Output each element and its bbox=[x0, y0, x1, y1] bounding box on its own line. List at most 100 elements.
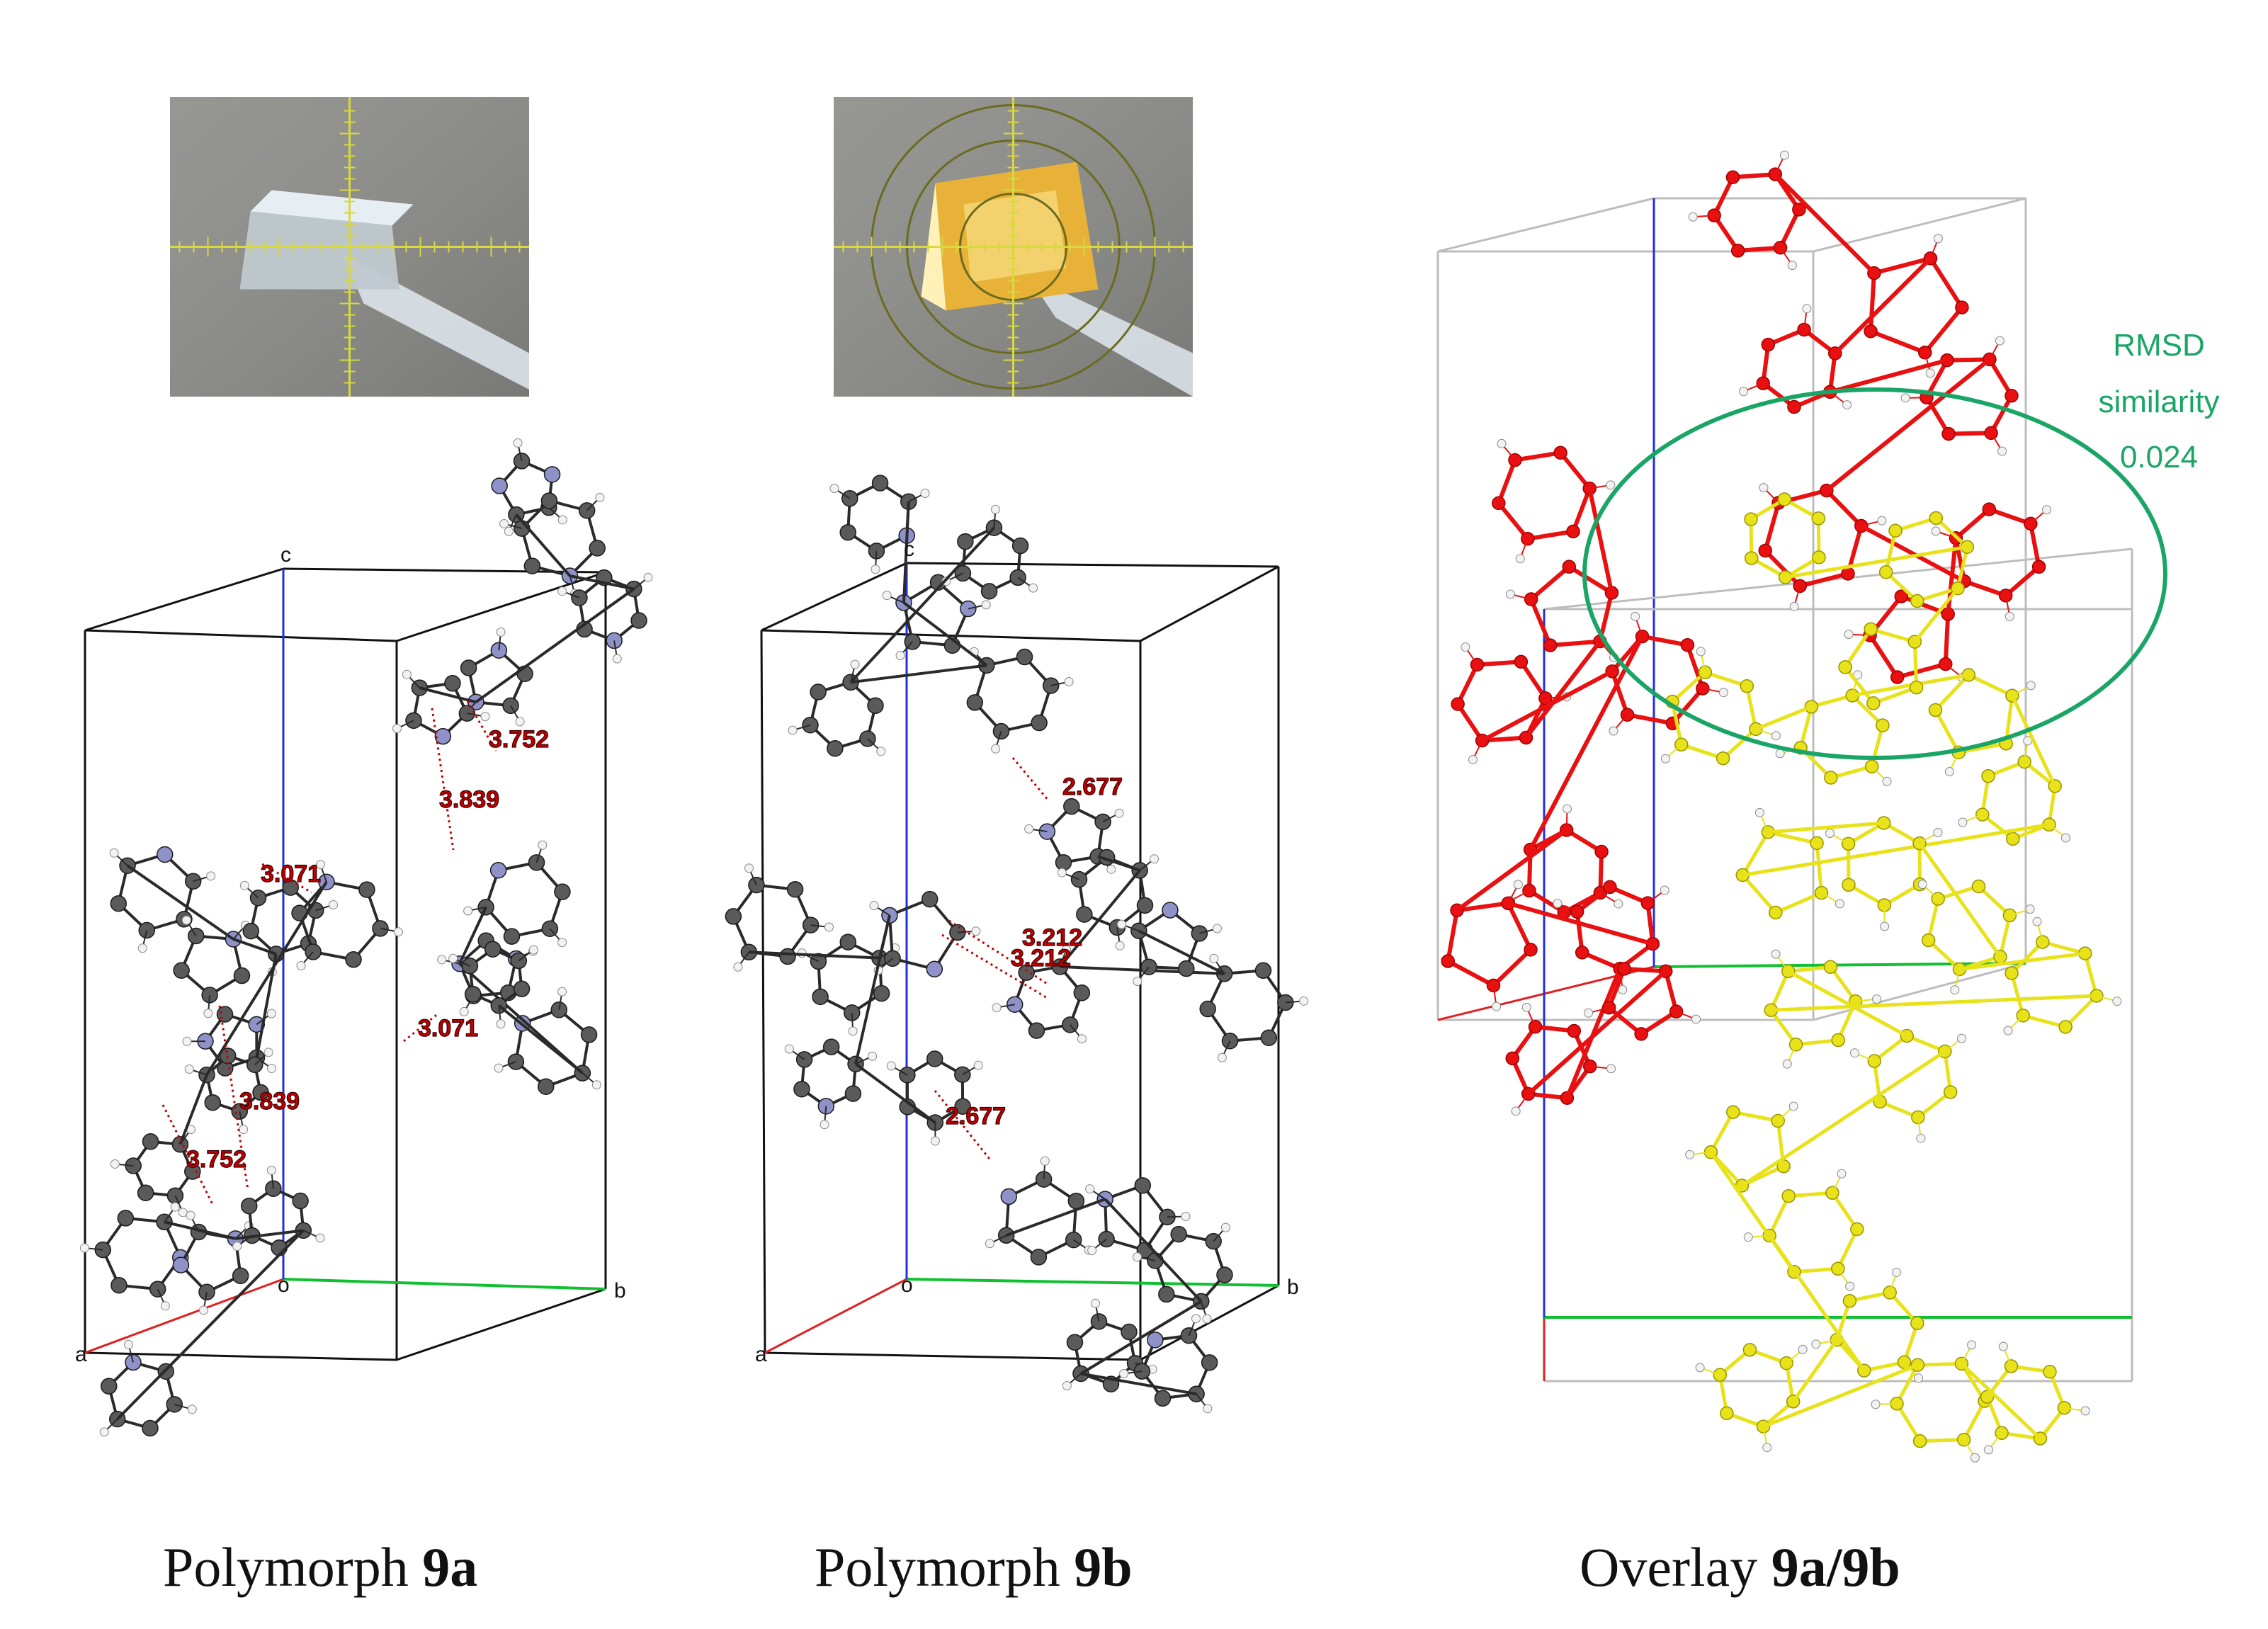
carbon-atom bbox=[1823, 960, 1838, 974]
carbon-atom bbox=[793, 1080, 810, 1098]
bond bbox=[1745, 686, 1758, 730]
hydrogen-atom bbox=[266, 1009, 276, 1018]
bond bbox=[1456, 664, 1480, 705]
hydrogen-atom bbox=[79, 1243, 89, 1253]
hydrogen-atom bbox=[1771, 949, 1781, 959]
bond bbox=[1918, 842, 2002, 958]
bond bbox=[1104, 1198, 1203, 1302]
hydrogen-atom bbox=[1802, 304, 1812, 314]
bond bbox=[458, 907, 487, 965]
bond bbox=[1959, 951, 2086, 971]
carbon-atom bbox=[242, 922, 260, 940]
carbon-atom bbox=[1955, 300, 1969, 314]
cell-edge bbox=[84, 567, 284, 632]
hydrogen-atom bbox=[1872, 994, 1882, 1004]
hydrogen-atom bbox=[981, 600, 991, 610]
hydrogen-atom bbox=[1191, 1314, 1201, 1324]
carbon-atom bbox=[1063, 798, 1080, 815]
bond bbox=[749, 950, 880, 960]
cell-edge bbox=[1543, 547, 2133, 611]
carbon-atom bbox=[1201, 1354, 1218, 1371]
bond bbox=[1712, 214, 1740, 252]
carbon-atom bbox=[1216, 1266, 1233, 1283]
bond bbox=[1829, 358, 1948, 395]
hydrogen-atom bbox=[1688, 212, 1698, 222]
distance-label-9b: 3.212 bbox=[1022, 924, 1082, 951]
bond bbox=[1623, 966, 1666, 974]
hydrogen-atom bbox=[1811, 1339, 1821, 1349]
crystal-top-face bbox=[250, 190, 414, 226]
bond bbox=[1946, 357, 1990, 363]
hydrogen-atom bbox=[557, 515, 567, 525]
carbon-atom bbox=[1575, 946, 1589, 960]
rmsd-label-line-3: 0.024 bbox=[2120, 440, 2198, 475]
bond bbox=[1610, 670, 1630, 716]
bond bbox=[1456, 703, 1485, 742]
hydrogen-atom bbox=[820, 1120, 829, 1130]
bond bbox=[569, 574, 635, 591]
hydrogen-atom bbox=[1957, 1033, 1967, 1043]
distance-label-9a: 3.071 bbox=[261, 861, 321, 887]
carbon-atom bbox=[460, 659, 477, 676]
carbon-atom bbox=[1929, 511, 1944, 526]
bond bbox=[1825, 358, 1991, 492]
carbon-atom bbox=[184, 1163, 201, 1180]
carbon-atom bbox=[1876, 718, 1890, 732]
caption-compound-id: 9a/9b bbox=[1771, 1536, 1900, 1598]
hydrogen-atom bbox=[1837, 1169, 1847, 1179]
hydrogen-atom bbox=[2003, 1026, 2013, 1035]
hydrogen-atom bbox=[232, 1242, 242, 1251]
bond bbox=[2022, 1014, 2066, 1029]
carbon-atom bbox=[540, 492, 558, 509]
hydrogen-atom bbox=[184, 1064, 194, 1074]
carbon-atom bbox=[1850, 1222, 1864, 1237]
hydrogen-atom bbox=[1087, 1246, 1097, 1256]
hydrogen-atom bbox=[850, 659, 860, 669]
carbon-atom bbox=[786, 880, 804, 898]
bond bbox=[1641, 634, 1688, 647]
carbon-atom bbox=[1810, 836, 1824, 851]
carbon-atom bbox=[233, 967, 251, 984]
bond bbox=[1799, 572, 1849, 589]
axis-label: a bbox=[755, 1343, 767, 1366]
bond bbox=[1741, 1050, 1946, 1188]
contact-line bbox=[1011, 757, 1050, 801]
carbon-atom bbox=[1824, 771, 1838, 785]
carbon-atom bbox=[537, 1078, 555, 1095]
bond bbox=[1671, 671, 1707, 703]
hydrogen-atom bbox=[1091, 1298, 1101, 1308]
hydrogen-atom bbox=[1492, 1001, 1502, 1011]
bond bbox=[1958, 742, 2007, 754]
carbon-atom bbox=[1811, 511, 1826, 526]
hydrogen-atom bbox=[2112, 997, 2122, 1006]
hydrogen-atom bbox=[1181, 1211, 1191, 1221]
bond bbox=[1934, 674, 1971, 712]
bond bbox=[1529, 564, 1571, 601]
hydrogen-atom bbox=[1844, 630, 1854, 640]
carbon-atom bbox=[1777, 492, 1792, 506]
hydrogen-atom bbox=[463, 906, 473, 916]
bond bbox=[1968, 673, 2013, 698]
caption-overlay: Overlay 9a/9b bbox=[1580, 1536, 1900, 1599]
carbon-atom bbox=[1941, 426, 1956, 441]
carbon-atom bbox=[839, 523, 856, 541]
axis-label: o bbox=[278, 1273, 290, 1297]
hydrogen-atom bbox=[1685, 1150, 1695, 1159]
carbon-atom bbox=[725, 908, 742, 925]
hydrogen-atom bbox=[848, 1026, 858, 1036]
carbon-atom bbox=[1134, 1177, 1152, 1194]
hydrogen-atom bbox=[1028, 583, 1038, 593]
carbon-atom bbox=[142, 1419, 159, 1437]
axis-label: c bbox=[904, 538, 914, 561]
carbon-atom bbox=[1566, 524, 1580, 539]
carbon-atom bbox=[1553, 445, 1567, 460]
carbon-atom bbox=[2005, 966, 2019, 980]
bond bbox=[2010, 941, 2044, 975]
hydrogen-atom bbox=[1695, 1363, 1705, 1373]
hydrogen-atom bbox=[1925, 368, 1935, 378]
hydrogen-atom bbox=[869, 900, 879, 910]
hydrogen-atom bbox=[612, 654, 622, 664]
bond bbox=[1492, 948, 1533, 987]
hydrogen-atom bbox=[1914, 1373, 1924, 1383]
hydrogen-atom bbox=[557, 586, 567, 596]
